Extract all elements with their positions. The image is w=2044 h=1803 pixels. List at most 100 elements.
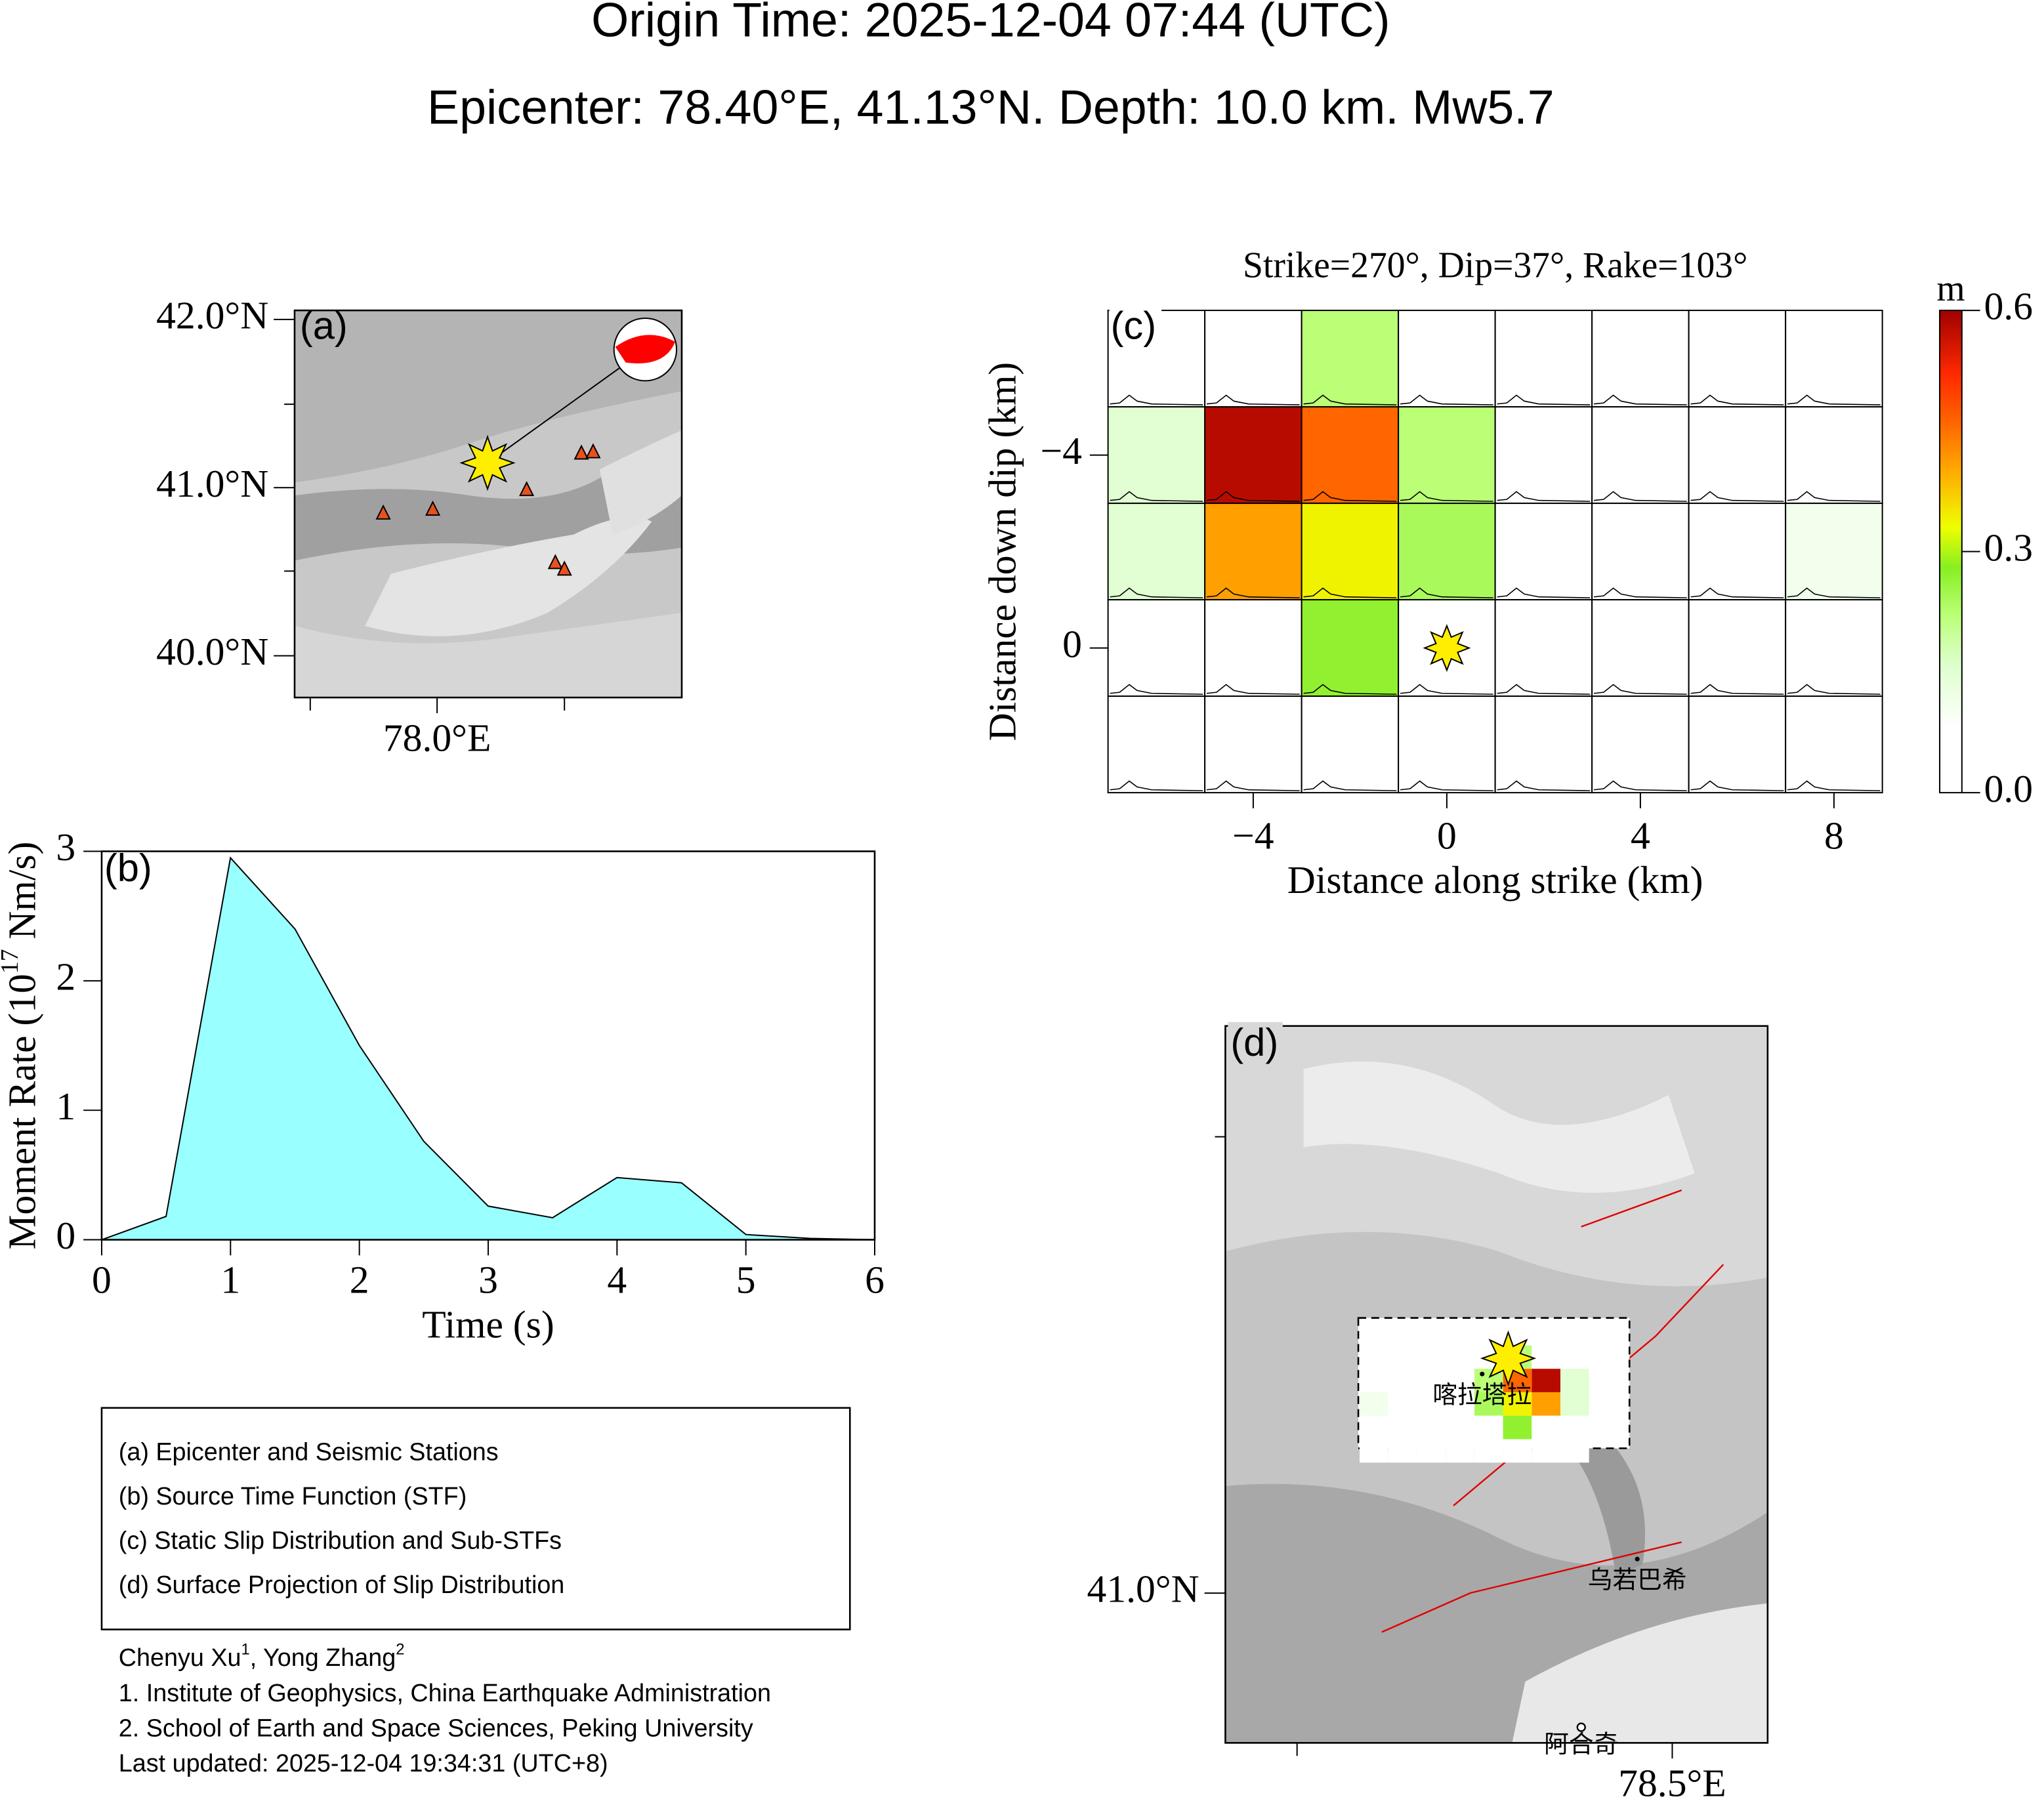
beachball — [613, 318, 678, 382]
epicenter-star — [1480, 1330, 1537, 1387]
sub-stf — [1497, 684, 1591, 695]
surface-slip-cell — [1388, 1345, 1417, 1369]
surface-slip-cell — [1532, 1415, 1560, 1440]
town-dot — [1576, 1722, 1586, 1732]
surface-slip-cell — [1417, 1345, 1446, 1369]
sub-stf — [1206, 587, 1300, 598]
slip-cell — [1688, 406, 1787, 505]
y-tick-label: 0 — [1062, 622, 1082, 665]
legend-item: (c) Static Slip Distribution and Sub-STF… — [119, 1526, 562, 1554]
y-tick-label: 41.0°N — [1087, 1567, 1199, 1611]
surface-slip-cell — [1446, 1415, 1474, 1440]
surface-slip-cell — [1532, 1345, 1560, 1369]
panel-label: (b) — [104, 846, 152, 890]
sub-stf — [1303, 684, 1397, 695]
sub-stf — [1110, 684, 1203, 695]
surface-slip-cell — [1560, 1369, 1589, 1392]
surface-slip-cell — [1503, 1439, 1532, 1463]
sub-stf — [1110, 780, 1203, 791]
author: Chenyu Xu — [119, 1644, 241, 1671]
sub-stf — [1787, 394, 1881, 405]
surface-slip-cell — [1446, 1345, 1474, 1369]
x-tick-label: 78.5°E — [1618, 1762, 1726, 1803]
slip-cell — [1107, 503, 1206, 601]
sub-stf — [1690, 780, 1784, 791]
colorbar-tick-label: 0.6 — [1984, 285, 2033, 328]
slip-cell — [1494, 310, 1593, 408]
x-tick-label: 4 — [1631, 814, 1650, 857]
sub-stf — [1303, 491, 1397, 502]
map-frame — [293, 309, 683, 699]
x-tick-label: 4 — [607, 1258, 627, 1302]
sub-stf — [1400, 394, 1493, 405]
slip-cell — [1204, 503, 1303, 601]
sub-stf — [1787, 684, 1881, 695]
station — [375, 504, 391, 520]
slip-cell — [1398, 503, 1496, 601]
slip-cell — [1301, 599, 1400, 697]
slip-cell — [1494, 599, 1593, 697]
sub-stf — [1787, 491, 1881, 502]
x-tick-label: 2 — [350, 1258, 369, 1302]
map-frame — [1224, 1025, 1769, 1744]
sub-stf — [1593, 394, 1687, 405]
slip-cell — [1591, 310, 1690, 408]
slip-cell — [1688, 695, 1787, 794]
x-tick-label: 3 — [478, 1258, 498, 1302]
authors: Chenyu Xu1, Yong Zhang2 — [119, 1641, 405, 1672]
station — [585, 443, 601, 459]
surface-slip-cell — [1360, 1392, 1388, 1416]
colorbar-tick-label: 0.3 — [1984, 526, 2033, 569]
slip-cell — [1107, 695, 1206, 794]
slip-cell — [1301, 310, 1400, 408]
sub-stf — [1787, 587, 1881, 598]
slip-cell — [1688, 503, 1787, 601]
x-tick-label: 78.0°E — [383, 716, 491, 759]
y-axis-label-exponent: 17 — [0, 949, 24, 974]
surface-slip-cell — [1560, 1439, 1589, 1463]
slip-cell — [1785, 503, 1883, 601]
sub-stf — [1690, 684, 1784, 695]
y-axis-label-part: Moment Rate (10 — [0, 974, 43, 1249]
surface-slip-cell — [1474, 1415, 1503, 1440]
sub-stf — [1206, 394, 1300, 405]
leader-line — [487, 348, 646, 464]
surface-slip-cell — [1446, 1439, 1474, 1463]
town-dot — [1480, 1371, 1485, 1377]
surface-slip-cell — [1532, 1392, 1560, 1416]
slip-cell — [1591, 599, 1690, 697]
x-axis-label: Distance along strike (km) — [1287, 858, 1703, 901]
station — [574, 444, 589, 460]
sub-stf — [1303, 780, 1397, 791]
y-tick-label: 42.0°N — [156, 294, 268, 337]
colorbar-tick-label: 0.0 — [1984, 767, 2033, 810]
sub-stf — [1303, 394, 1397, 405]
slip-cell — [1301, 503, 1400, 601]
sub-stf — [1110, 394, 1203, 405]
slip-cell — [1591, 695, 1690, 794]
surface-slip-cell — [1360, 1369, 1388, 1392]
sub-stf — [1690, 491, 1784, 502]
slip-cell — [1785, 310, 1883, 408]
title: Origin Time: 2025-12-04 07:44 (UTC) — [591, 0, 1390, 47]
chart-title: Strike=270°, Dip=37°, Rake=103° — [1243, 245, 1747, 285]
surface-slip-cell — [1560, 1345, 1589, 1369]
surface-slip-cell — [1417, 1369, 1446, 1392]
slip-cell — [1204, 599, 1303, 697]
hypocenter-star — [1423, 624, 1471, 673]
panel-label: (c) — [1111, 304, 1156, 348]
surface-slip-cell — [1388, 1415, 1417, 1440]
subtitle: Epicenter: 78.40°E, 41.13°N. Depth: 10.0… — [427, 80, 1554, 135]
station — [547, 554, 563, 570]
epicenter-star — [459, 434, 516, 491]
legend-item: (a) Epicenter and Seismic Stations — [119, 1438, 499, 1465]
slip-cell — [1785, 599, 1883, 697]
surface-slip-cell — [1446, 1369, 1474, 1392]
slip-cell — [1688, 599, 1787, 697]
y-tick-label: −4 — [1040, 429, 1081, 472]
author-sup: 1 — [241, 1641, 249, 1659]
panel-label: (a) — [300, 304, 348, 348]
slip-cell — [1688, 310, 1787, 408]
slip-cell — [1591, 503, 1690, 601]
